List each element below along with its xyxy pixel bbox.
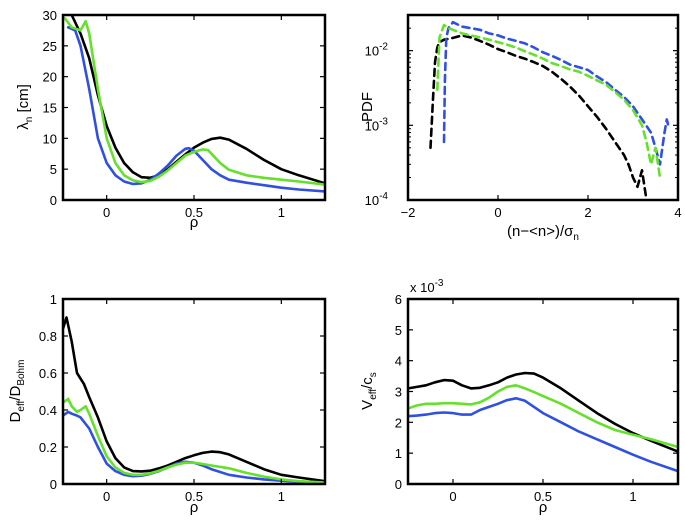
pdf-y-label: PDF bbox=[359, 92, 376, 122]
deff-series-green bbox=[63, 397, 325, 484]
lambda-y-tick-label: 15 bbox=[43, 101, 57, 116]
lambda-series-green bbox=[63, 16, 325, 186]
pdf-x-tick-label: −2 bbox=[401, 205, 416, 220]
veff-y-tick-label: 0 bbox=[395, 477, 402, 492]
pdf-axes-frame bbox=[406, 13, 680, 202]
panel-pdf: −2 0 2 4 10-4 10-3 10-2 (n−<n>)/σn PDF bbox=[359, 13, 682, 243]
veff-series-green bbox=[408, 384, 678, 449]
deff-y-tick-label: 0.2 bbox=[39, 440, 57, 455]
lambda-axes-frame bbox=[61, 13, 327, 202]
deff-series-black bbox=[63, 316, 325, 483]
veff-x-tick-label: 1 bbox=[629, 489, 636, 504]
veff-y-label: Veff/cs bbox=[359, 372, 379, 410]
veff-plot-area bbox=[408, 371, 678, 473]
lambda-y-tick-label: 20 bbox=[43, 70, 57, 85]
deff-x-tick-label: 0.5 bbox=[185, 489, 203, 504]
lambda-y-tick-label: 5 bbox=[50, 162, 57, 177]
deff-y-tick-label: 0 bbox=[50, 477, 57, 492]
veff-scale-note: x 10-3 bbox=[410, 278, 444, 295]
veff-tick-labels: 0 0.5 1 0 1 2 3 4 5 6 bbox=[395, 292, 678, 504]
pdf-series-green bbox=[436, 23, 662, 179]
veff-y-tick-label: 5 bbox=[395, 323, 402, 338]
lambda-x-tick-label: 0.5 bbox=[185, 205, 203, 220]
pdf-x-tick-label: 2 bbox=[584, 205, 591, 220]
lambda-y-label: λn [cm] bbox=[15, 84, 35, 130]
pdf-series-blue bbox=[442, 20, 671, 166]
deff-axes-frame bbox=[61, 297, 327, 486]
lambda-y-tick-label: 30 bbox=[43, 8, 57, 23]
deff-x-label: ρ bbox=[190, 499, 199, 516]
veff-x-tick-label: 0.5 bbox=[534, 489, 552, 504]
lambda-plot-area bbox=[63, 15, 325, 193]
veff-y-tick-label: 6 bbox=[395, 292, 402, 307]
pdf-x-label: (n−<n>)/σn bbox=[507, 223, 579, 243]
deff-tick-labels: 0 0.5 1 0 0.2 0.4 0.6 0.8 1 bbox=[39, 292, 325, 504]
veff-x-label: ρ bbox=[539, 499, 548, 516]
panel-deff: 0 0.5 1 0 0.2 0.4 0.6 0.8 1 ρ Deff/DBohm bbox=[7, 292, 327, 516]
lambda-series-blue bbox=[66, 26, 325, 193]
pdf-series-black bbox=[429, 34, 648, 200]
deff-plot-area bbox=[63, 316, 325, 484]
lambda-x-tick-label: 1 bbox=[278, 205, 285, 220]
lambda-x-label: ρ bbox=[190, 214, 199, 231]
lambda-y-tick-label: 25 bbox=[43, 39, 57, 54]
veff-axes-frame bbox=[406, 297, 680, 486]
deff-x-tick-label: 0 bbox=[103, 489, 110, 504]
lambda-y-tick-label: 0 bbox=[50, 193, 57, 208]
lambda-series-black bbox=[70, 15, 325, 185]
deff-y-label: Deff/DBohm bbox=[7, 360, 27, 423]
deff-y-tick-label: 0.4 bbox=[39, 403, 57, 418]
pdf-plot-area bbox=[429, 20, 671, 200]
pdf-x-tick-label: 0 bbox=[494, 205, 501, 220]
pdf-x-tick-label: 4 bbox=[674, 205, 681, 220]
veff-y-tick-label: 3 bbox=[395, 385, 402, 400]
veff-y-tick-label: 4 bbox=[395, 354, 402, 369]
lambda-y-tick-label: 10 bbox=[43, 131, 57, 146]
deff-y-tick-label: 0.6 bbox=[39, 366, 57, 381]
deff-y-tick-label: 0.8 bbox=[39, 329, 57, 344]
lambda-x-tick-label: 0 bbox=[103, 205, 110, 220]
veff-series-blue bbox=[408, 397, 678, 473]
panel-veff: 0 0.5 1 0 1 2 3 4 5 6 x 10-3 ρ Veff/cs bbox=[359, 278, 680, 516]
veff-x-tick-label: 0 bbox=[449, 489, 456, 504]
pdf-y-tick-label: 10-4 bbox=[365, 191, 389, 208]
veff-y-tick-label: 1 bbox=[395, 446, 402, 461]
veff-y-tick-label: 2 bbox=[395, 415, 402, 430]
deff-y-tick-label: 1 bbox=[50, 292, 57, 307]
pdf-y-tick-label: 10-2 bbox=[365, 42, 389, 59]
pdf-tick-labels: −2 0 2 4 10-4 10-3 10-2 bbox=[365, 14, 682, 220]
pdf-y-tick-label: 10-3 bbox=[365, 116, 389, 133]
deff-x-tick-label: 1 bbox=[278, 489, 285, 504]
veff-series-black bbox=[408, 371, 678, 453]
